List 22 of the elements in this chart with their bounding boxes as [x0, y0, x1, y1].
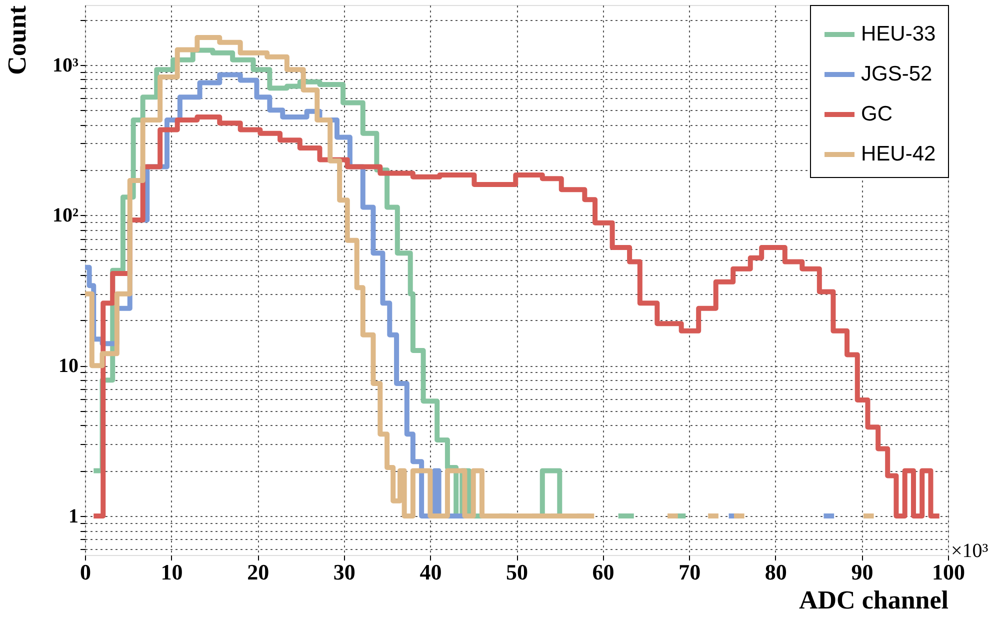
y-tick-label: 10 [58, 355, 78, 378]
x-tick-label: 30 [333, 560, 356, 584]
x-tick-label: 70 [678, 560, 701, 584]
x-tick-label: 80 [764, 560, 787, 584]
y-tick-label: 1 [68, 505, 78, 528]
legend-label: JGS-52 [861, 62, 932, 86]
x-tick-label: 50 [506, 560, 528, 584]
text: ×10³ [951, 540, 988, 562]
y-axis-title: Count [2, 5, 32, 75]
x-tick-label: 100 [932, 560, 965, 584]
x-tick-label: 10 [160, 560, 183, 584]
x-tick-label: 20 [247, 560, 270, 584]
x-tick-label: 60 [592, 560, 614, 584]
legend-label: HEU-33 [861, 22, 936, 46]
x-tick-label: 0 [80, 560, 91, 584]
x-tick-label: 90 [851, 560, 874, 584]
y-tick-label: 10³ [52, 54, 78, 76]
legend-label: HEU-42 [861, 142, 936, 166]
legend-label: GC [861, 102, 892, 126]
y-tick-label: 10² [52, 204, 78, 227]
x-axis-title: ADC channel [798, 586, 948, 614]
x-tick-label: 40 [420, 560, 442, 584]
